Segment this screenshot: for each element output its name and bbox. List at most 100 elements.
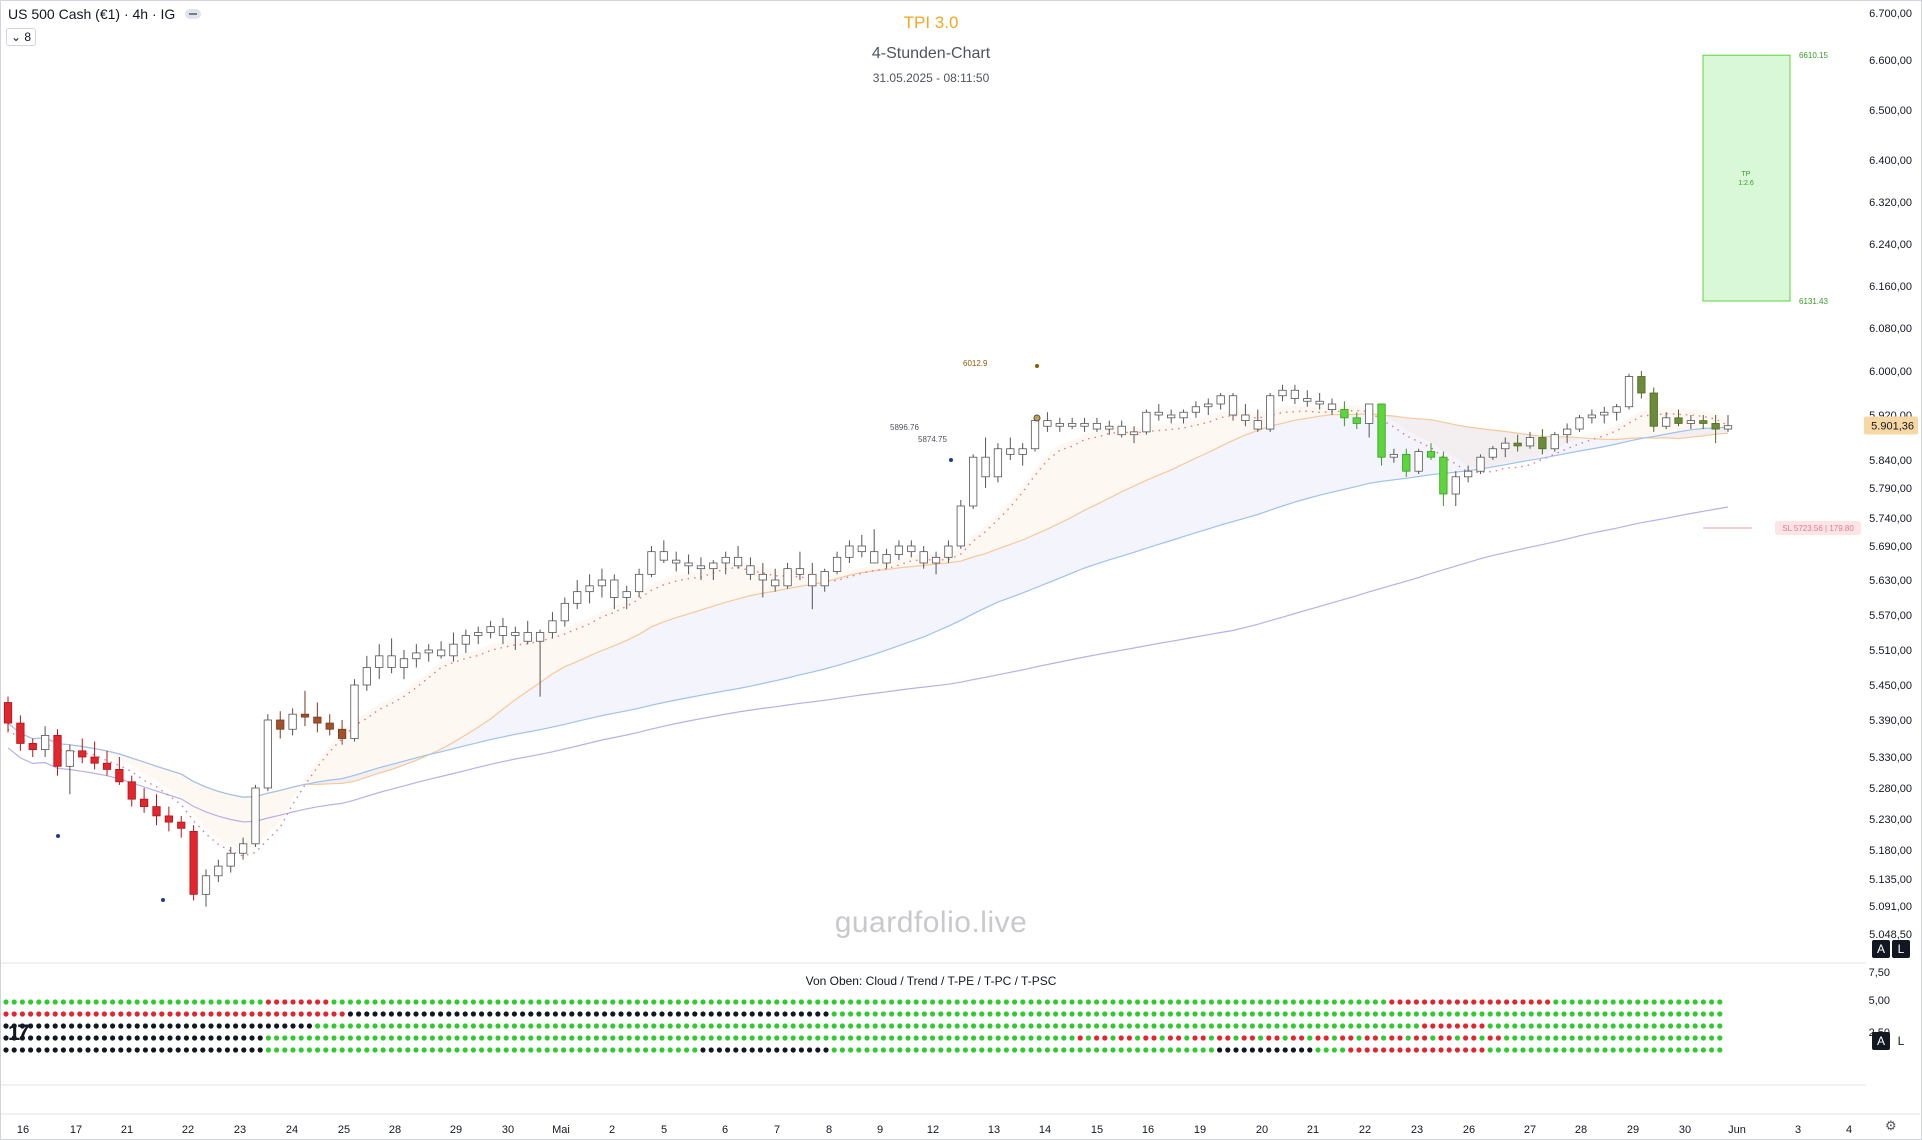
price-annotation: 6012.9 <box>963 359 988 368</box>
indicator-dot <box>249 999 255 1005</box>
indicator-dot <box>1044 1023 1050 1029</box>
candle-body <box>585 585 594 593</box>
candle-body <box>412 652 421 660</box>
log-scale-button[interactable]: L <box>1892 940 1910 958</box>
indicator-dot <box>1028 1023 1034 1029</box>
indicator-dot <box>1422 1011 1428 1017</box>
candle-body <box>325 722 334 730</box>
candle-body <box>1228 395 1238 416</box>
indicator-dot <box>954 999 960 1005</box>
indicator-dot <box>1094 1035 1100 1041</box>
indicator-dot <box>749 1011 755 1017</box>
indicator-dot <box>503 1023 509 1029</box>
candle-body <box>1723 425 1733 430</box>
indicator-dot <box>1709 1011 1715 1017</box>
x-tick-label: 22 <box>182 1124 194 1136</box>
tv-logo-icon[interactable]: 17 <box>8 1020 30 1045</box>
indicator-dot <box>585 1047 591 1053</box>
layout-toggle[interactable]: ⌄ 8 <box>6 28 37 46</box>
indicator-dot <box>364 1035 370 1041</box>
indicator-dot <box>921 1047 928 1053</box>
auto-scale-button[interactable]: A <box>1872 940 1890 958</box>
candle-body <box>1191 406 1201 413</box>
indicator-dot <box>28 1035 34 1041</box>
indicator-dot <box>364 1011 370 1017</box>
ema-line <box>7 506 1729 823</box>
symbol-header[interactable]: US 500 Cash (€1) · 4h · IG <box>8 6 202 22</box>
indicator-dot <box>1274 1047 1280 1053</box>
indicator-dot <box>1102 1011 1108 1017</box>
indicator-auto-button[interactable]: A <box>1872 1032 1890 1050</box>
indicator-dot <box>175 999 181 1005</box>
indicator-dot <box>265 1023 271 1029</box>
indicator-dot <box>1446 1011 1452 1017</box>
candle-body <box>1513 442 1522 447</box>
indicator-dot <box>1274 999 1280 1005</box>
indicator-dot <box>1586 999 1592 1005</box>
indicator-dot <box>1110 999 1116 1005</box>
indicator-dot <box>151 1011 157 1017</box>
indicator-dot <box>1602 1023 1608 1029</box>
indicator-dot <box>142 1035 148 1041</box>
indicator-dot <box>1192 1011 1198 1017</box>
indicator-dot <box>192 1035 198 1041</box>
indicator-dot <box>1676 1047 1682 1053</box>
y-tick-label: 6.700,00 <box>1869 8 1912 20</box>
collapse-icon[interactable] <box>185 9 202 19</box>
indicator-dot <box>725 999 731 1005</box>
indicator-dot <box>643 1011 649 1017</box>
indicator-dot <box>1659 1047 1665 1053</box>
indicator-dot <box>536 1035 542 1041</box>
candle-body <box>511 632 520 636</box>
watermark: guardfolio.live <box>834 906 1028 939</box>
settings-icon[interactable]: ⚙ <box>1885 1118 1897 1133</box>
indicator-dot <box>1471 1023 1477 1029</box>
indicator-dot <box>1102 1023 1108 1029</box>
x-tick-label: 26 <box>1463 1124 1475 1136</box>
indicator-dot <box>610 1047 616 1053</box>
indicator-dot <box>667 1023 673 1029</box>
y-tick-label: 5.390,00 <box>1869 715 1912 727</box>
indicator-dot <box>577 1035 583 1041</box>
indicator-dot <box>1684 999 1690 1005</box>
indicator-dot <box>421 1047 427 1053</box>
indicator-dot <box>1610 1035 1616 1041</box>
indicator-dot <box>1487 1035 1493 1041</box>
symbol-label[interactable]: US 500 Cash (€1) · 4h · IG <box>8 6 176 22</box>
indicator-dot <box>848 1035 854 1041</box>
indicator-dot <box>954 1011 960 1017</box>
indicator-dot <box>741 999 747 1005</box>
indicator-dot <box>1504 999 1510 1005</box>
indicator-dot <box>651 1023 657 1029</box>
indicator-dot <box>1610 1011 1616 1017</box>
candle-body <box>1080 423 1089 427</box>
indicator-dot <box>274 1011 280 1017</box>
indicator-dot <box>1618 1035 1624 1041</box>
candle-body <box>1662 417 1671 427</box>
indicator-dot <box>1381 1011 1387 1017</box>
candle-body <box>1266 395 1275 430</box>
indicator-log-button[interactable]: L <box>1892 1032 1910 1050</box>
candle-body <box>1253 420 1262 430</box>
indicator-dot <box>520 1023 526 1029</box>
indicator-dot <box>938 999 944 1005</box>
indicator-dot <box>1085 1047 1091 1053</box>
indicator-dot <box>60 1047 66 1053</box>
candle-body <box>573 591 582 604</box>
candle-body <box>1365 403 1374 424</box>
indicator-dot <box>1659 1011 1665 1017</box>
indicator-dot <box>889 999 895 1005</box>
indicator-dot <box>675 1035 682 1041</box>
indicator-dot <box>1266 1011 1272 1017</box>
candle-body <box>1525 437 1535 447</box>
indicator-dot <box>421 999 427 1005</box>
indicator-dot <box>921 1023 928 1029</box>
indicator-dot <box>1577 1023 1583 1029</box>
indicator-dot <box>44 1011 50 1017</box>
indicator-dot <box>528 1035 534 1041</box>
indicator-dot <box>1159 999 1165 1005</box>
indicator-dot <box>101 1023 107 1029</box>
indicator-dot <box>167 1023 173 1029</box>
indicator-dot <box>372 1023 378 1029</box>
